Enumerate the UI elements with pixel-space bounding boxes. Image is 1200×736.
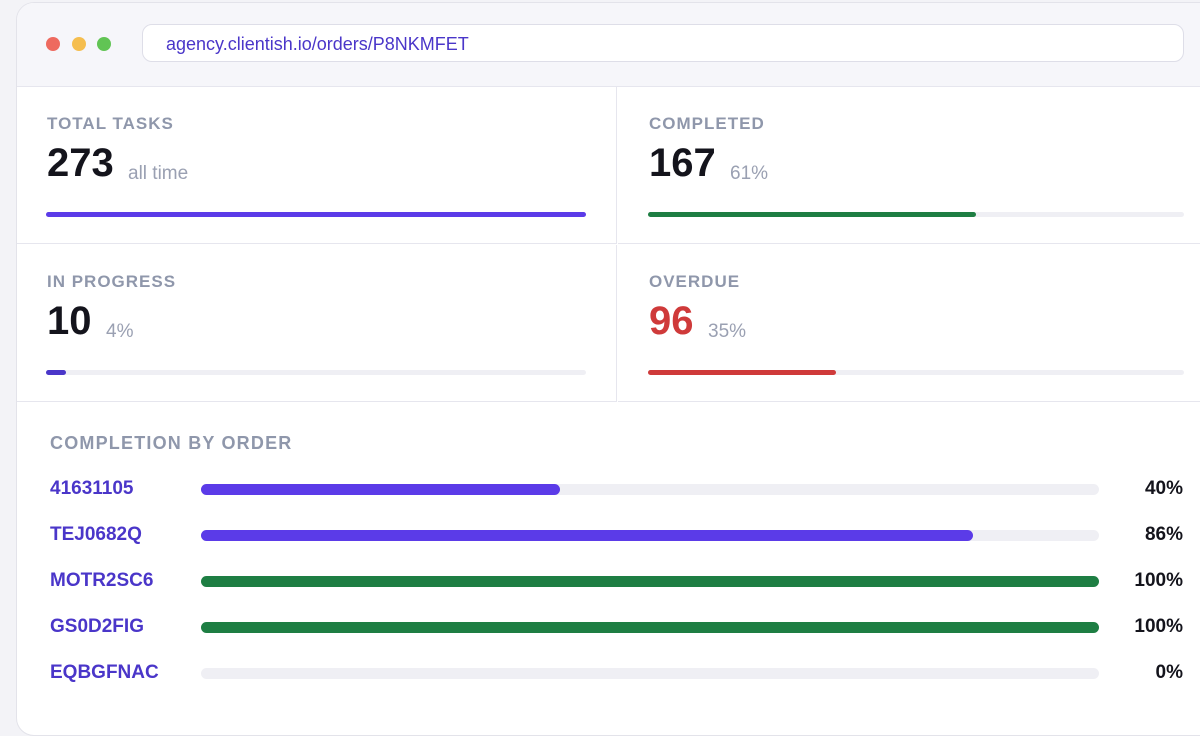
order-percent: 100% — [1134, 570, 1183, 591]
url-bar[interactable]: agency.clientish.io/orders/P8NKMFET — [142, 24, 1184, 62]
stat-note: all time — [128, 163, 189, 184]
stat-note: 35% — [708, 321, 747, 342]
order-bar — [201, 484, 561, 495]
stat-label: IN PROGRESS — [47, 272, 177, 291]
browser-window: agency.clientish.io/orders/P8NKMFET TOTA… — [16, 2, 1200, 736]
progress-bar — [648, 212, 976, 217]
order-id[interactable]: EQBGFNAC — [50, 662, 159, 683]
section-title: COMPLETION BY ORDER — [50, 433, 293, 453]
order-bar — [201, 576, 1099, 587]
order-track — [201, 530, 1099, 541]
minimize-dot[interactable] — [72, 37, 86, 51]
progress-track — [648, 212, 1184, 217]
stat-value: 96 — [649, 299, 694, 343]
stat-note: 61% — [730, 163, 769, 184]
progress-track — [648, 370, 1184, 375]
progress-track — [46, 370, 586, 375]
close-dot[interactable] — [46, 37, 60, 51]
order-track — [201, 668, 1099, 679]
order-bar — [201, 622, 1099, 633]
order-bar — [201, 530, 974, 541]
stat-value: 167 — [649, 141, 716, 185]
order-percent: 100% — [1134, 616, 1183, 637]
order-track — [201, 622, 1099, 633]
order-id[interactable]: MOTR2SC6 — [50, 570, 154, 591]
maximize-dot[interactable] — [97, 37, 111, 51]
stat-note: 4% — [106, 321, 134, 342]
stat-card: COMPLETED 167 61% — [618, 87, 1200, 244]
order-percent: 86% — [1144, 524, 1183, 545]
stat-card: OVERDUE 96 35% — [618, 245, 1200, 402]
order-id[interactable]: GS0D2FIG — [50, 616, 144, 637]
order-track — [201, 484, 1099, 495]
stat-value: 273 — [47, 141, 114, 185]
order-percent: 40% — [1144, 478, 1183, 499]
stat-card: TOTAL TASKS 273 all time — [17, 87, 617, 244]
stat-card: IN PROGRESS 10 4% — [17, 245, 617, 402]
stat-label: TOTAL TASKS — [47, 114, 174, 133]
progress-bar — [46, 212, 586, 217]
stat-value: 10 — [47, 299, 92, 343]
title-bar: agency.clientish.io/orders/P8NKMFET — [17, 3, 1200, 87]
stat-label: COMPLETED — [649, 114, 765, 133]
progress-bar — [46, 370, 66, 375]
stat-label: OVERDUE — [649, 272, 741, 291]
progress-bar — [648, 370, 837, 375]
progress-track — [46, 212, 586, 217]
order-id[interactable]: 41631105 — [50, 478, 134, 499]
order-id[interactable]: TEJ0682Q — [50, 524, 142, 545]
order-track — [201, 576, 1099, 587]
order-percent: 0% — [1155, 662, 1183, 683]
